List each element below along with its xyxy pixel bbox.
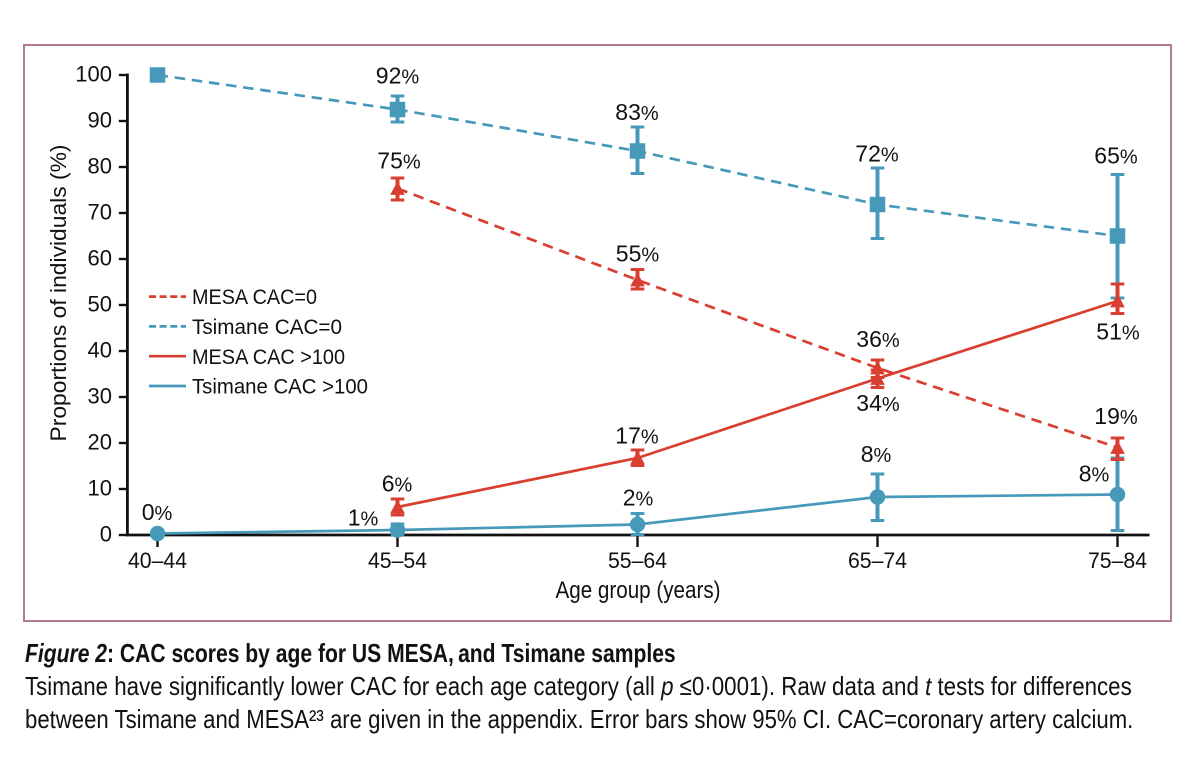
svg-text:6%: 6% xyxy=(382,471,413,497)
svg-text:40: 40 xyxy=(88,338,112,363)
svg-text:36%: 36% xyxy=(856,326,900,352)
svg-text:50: 50 xyxy=(88,292,112,317)
svg-text:0: 0 xyxy=(100,522,112,547)
svg-text:92%: 92% xyxy=(376,63,420,89)
svg-text:60: 60 xyxy=(88,246,112,271)
svg-text:75–84: 75–84 xyxy=(1088,548,1147,573)
svg-text:30: 30 xyxy=(88,384,112,409)
svg-text:100: 100 xyxy=(75,62,112,87)
svg-text:20: 20 xyxy=(88,430,112,455)
svg-text:45–54: 45–54 xyxy=(368,548,427,573)
svg-text:83%: 83% xyxy=(615,99,659,125)
svg-text:51%: 51% xyxy=(1096,319,1140,345)
svg-text:55–64: 55–64 xyxy=(608,548,667,573)
svg-text:70: 70 xyxy=(88,200,112,225)
svg-text:72%: 72% xyxy=(855,141,899,167)
svg-text:Tsimane CAC >100: Tsimane CAC >100 xyxy=(192,376,368,399)
svg-text:MESA CAC >100: MESA CAC >100 xyxy=(192,346,345,369)
svg-text:8%: 8% xyxy=(861,441,892,467)
svg-text:2%: 2% xyxy=(623,485,654,511)
svg-text:55%: 55% xyxy=(616,241,660,267)
svg-text:65%: 65% xyxy=(1094,143,1138,169)
svg-text:8%: 8% xyxy=(1079,461,1110,487)
svg-text:40–44: 40–44 xyxy=(128,548,187,573)
svg-text:75%: 75% xyxy=(377,148,421,174)
svg-text:MESA CAC=0: MESA CAC=0 xyxy=(192,286,317,309)
svg-text:0%: 0% xyxy=(142,499,173,525)
svg-text:17%: 17% xyxy=(615,423,659,449)
svg-text:90: 90 xyxy=(88,108,112,133)
svg-text:80: 80 xyxy=(88,154,112,179)
svg-text:34%: 34% xyxy=(856,390,900,416)
svg-text:Tsimane CAC=0: Tsimane CAC=0 xyxy=(192,316,342,339)
svg-text:19%: 19% xyxy=(1094,403,1138,429)
svg-text:10: 10 xyxy=(88,476,112,501)
svg-text:65–74: 65–74 xyxy=(848,548,907,573)
svg-text:1%: 1% xyxy=(348,505,379,531)
svg-text:Age group (years): Age group (years) xyxy=(556,577,721,604)
svg-text:Proportions of individuals (%): Proportions of individuals (%) xyxy=(46,145,71,442)
